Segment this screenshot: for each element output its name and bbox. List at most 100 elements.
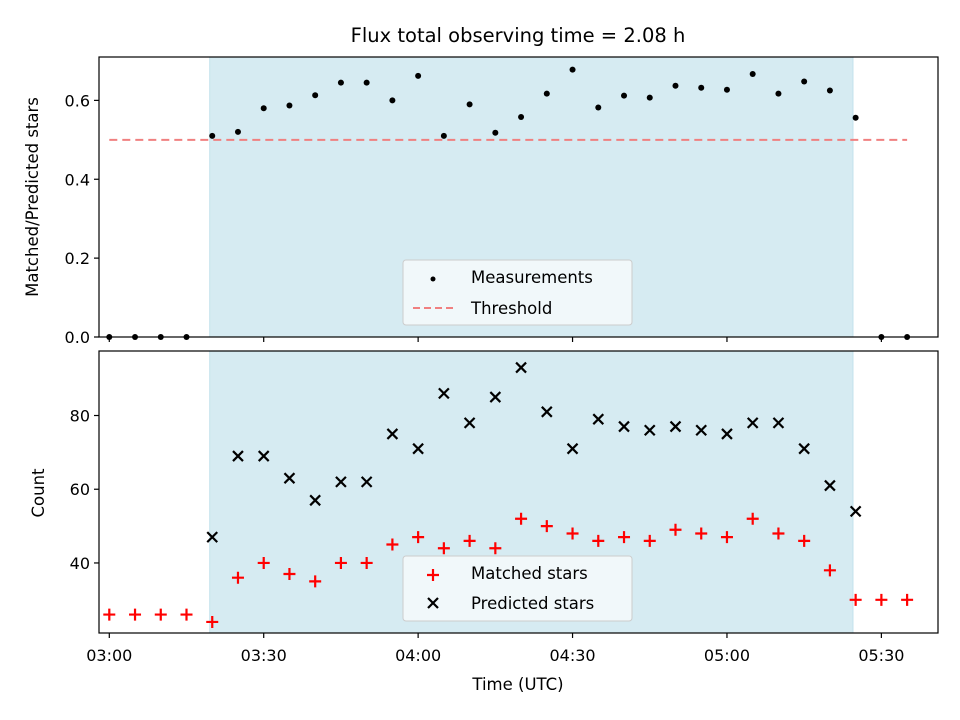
- top-legend-box: [402, 259, 633, 326]
- legend-predicted-stars-label: Predicted stars: [471, 594, 594, 613]
- measurement-point: [440, 132, 447, 139]
- measurement-point: [312, 92, 319, 99]
- measurement-point: [723, 86, 730, 93]
- predicted-stars-point: [232, 450, 244, 462]
- bottom-y-tick-label: 40: [70, 554, 90, 573]
- predicted-stars-point: [257, 450, 270, 462]
- predicted-stars-point: [721, 428, 733, 440]
- predicted-stars-point: [283, 472, 296, 484]
- matched-stars-point: [566, 527, 579, 540]
- legend-measurements-label: Measurements: [471, 268, 593, 287]
- measurement-point: [518, 113, 525, 120]
- predicted-stars-point: [643, 424, 656, 437]
- top-plot-panel: 0.0 0.2 0.4 0.6 Matched/Predicted stars Mea…: [23, 56, 939, 347]
- legend-predicted-stars-marker: [427, 597, 439, 609]
- matched-stars-point: [746, 512, 759, 525]
- predicted-stars-point: [309, 494, 321, 507]
- predicted-stars-point: [438, 387, 450, 400]
- predicted-stars-point: [515, 361, 527, 374]
- predicted-stars-point: [386, 428, 399, 440]
- measurement-point: [260, 105, 267, 112]
- matched-stars-point: [231, 571, 244, 584]
- matched-stars-point: [798, 534, 811, 547]
- measurement-point: [492, 129, 499, 136]
- measurement-point: [569, 66, 576, 73]
- predicted-stars-point: [541, 406, 553, 418]
- x-tick-label: 05:00: [704, 646, 750, 665]
- bottom-plot-frame: [98, 350, 939, 634]
- predicted-stars-point: [798, 442, 810, 455]
- top-y-tick-label: 0.4: [65, 170, 90, 189]
- matched-stars-point: [103, 608, 116, 621]
- matched-stars-point: [849, 593, 862, 606]
- bottom-y-axis-label: Count: [29, 468, 48, 518]
- measurement-point: [466, 101, 473, 108]
- matched-stars-point: [437, 542, 450, 555]
- x-tick-label: 05:30: [858, 646, 904, 665]
- measurement-point: [826, 87, 833, 94]
- matched-stars-point: [823, 564, 836, 577]
- matched-stars-point: [334, 556, 347, 569]
- bottom-legend: Matched stars Predicted stars: [402, 555, 633, 622]
- x-tick-label: 04:00: [395, 646, 441, 665]
- x-axis-label: Time (UTC): [471, 675, 563, 694]
- measurement-point: [337, 79, 344, 86]
- predicted-stars-point: [592, 413, 605, 425]
- measurement-point: [415, 72, 422, 79]
- measurement-point: [595, 104, 602, 111]
- top-y-tick-label: 0.0: [65, 328, 90, 347]
- predicted-stars-point: [618, 420, 630, 433]
- matched-stars-point: [257, 556, 270, 569]
- matched-stars-point: [901, 593, 914, 606]
- legend-threshold-label: Threshold: [470, 299, 552, 318]
- predicted-stars-point: [463, 417, 476, 429]
- top-y-tick-label: 0.2: [65, 249, 90, 268]
- predicted-stars-point: [489, 391, 502, 403]
- bottom-y-tick-label: 60: [70, 480, 90, 499]
- matched-stars-point: [489, 542, 502, 555]
- legend-matched-stars-marker: [427, 569, 439, 581]
- matched-stars-point: [180, 608, 193, 621]
- bottom-y-tick-label: 80: [70, 407, 90, 426]
- measurement-point: [543, 90, 550, 97]
- bottom-legend-box: [402, 555, 633, 622]
- matched-stars-point: [309, 575, 322, 588]
- predicted-stars-point: [824, 479, 836, 492]
- predicted-stars-point: [695, 424, 708, 437]
- matched-stars-point: [618, 531, 631, 544]
- measurement-point: [749, 70, 756, 77]
- bottom-plot-panel: 40 60 80 03:00 03:30 04:00 04:30 05:00 05:30 Cou…: [29, 350, 939, 694]
- predicted-stars-point: [412, 442, 424, 455]
- measurement-point: [234, 128, 241, 135]
- top-plot-frame: [98, 56, 939, 338]
- x-tick-label: 03:30: [241, 646, 287, 665]
- matched-stars-point: [643, 534, 656, 547]
- x-tick-label: 04:30: [549, 646, 595, 665]
- measurement-point: [621, 92, 628, 99]
- measurement-point: [672, 82, 679, 89]
- measurement-point: [363, 79, 370, 86]
- top-legend: Measurements Threshold: [402, 259, 633, 326]
- matched-stars-point: [720, 531, 733, 544]
- measurement-point: [775, 90, 782, 97]
- x-tick-label: 03:00: [86, 646, 132, 665]
- legend-matched-stars-label: Matched stars: [471, 564, 588, 583]
- predicted-stars-point: [360, 476, 373, 488]
- matched-stars-point: [772, 527, 785, 540]
- predicted-stars-point: [849, 505, 862, 518]
- predicted-stars-point: [669, 420, 682, 433]
- matched-stars-point: [540, 520, 553, 533]
- measurement-point: [852, 114, 859, 121]
- measurement-point: [646, 94, 653, 101]
- matched-stars-point: [283, 568, 296, 581]
- measurement-point: [801, 78, 808, 85]
- matched-stars-point: [360, 556, 373, 569]
- matched-stars-point: [463, 534, 476, 547]
- matched-stars-point: [386, 538, 399, 551]
- matched-stars-point: [515, 512, 528, 525]
- matched-stars-point: [412, 531, 425, 544]
- top-y-tick-label: 0.6: [65, 91, 90, 110]
- matched-stars-point: [129, 608, 142, 621]
- predicted-stars-point: [746, 417, 759, 429]
